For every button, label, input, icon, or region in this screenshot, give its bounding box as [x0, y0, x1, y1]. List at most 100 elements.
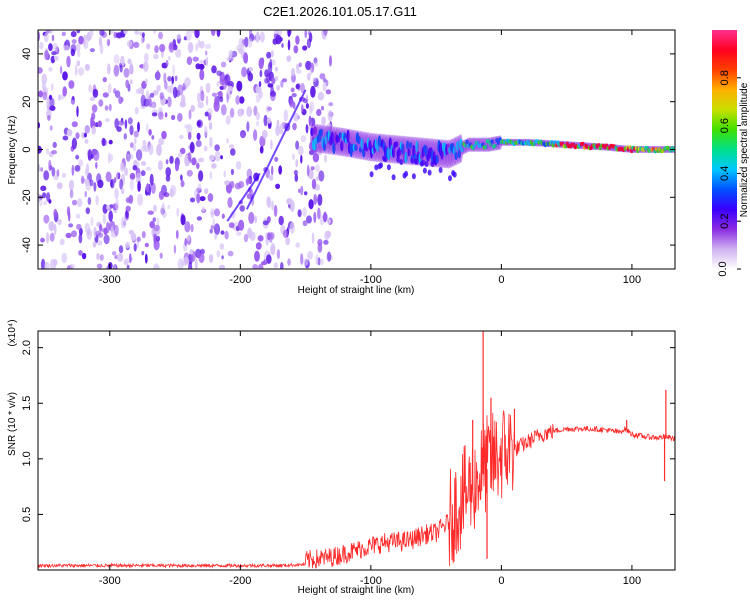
- noise-blob: [207, 193, 214, 202]
- noise-blob: [301, 104, 304, 113]
- noise-blob: [63, 45, 70, 51]
- noise-blob: [51, 150, 57, 155]
- noise-blob: [84, 168, 89, 177]
- y-tick-label: 20: [21, 96, 33, 108]
- noise-blob: [211, 92, 217, 97]
- noise-blob: [199, 196, 206, 202]
- noise-blob: [125, 241, 130, 249]
- noise-blob: [259, 135, 266, 148]
- noise-blob: [158, 31, 163, 40]
- noise-blob: [90, 216, 94, 227]
- noise-blob: [160, 205, 165, 216]
- noise-blob: [169, 155, 174, 164]
- trace-core: [435, 154, 439, 164]
- noise-blob: [184, 221, 191, 233]
- y-tick-label: -40: [21, 237, 33, 253]
- noise-blob: [247, 227, 253, 239]
- noise-blob: [199, 40, 205, 49]
- noise-blob: [210, 30, 216, 37]
- trace-core: [346, 129, 350, 144]
- noise-blob: [129, 178, 134, 191]
- noise-blob: [75, 43, 81, 52]
- noise-blob: [118, 120, 125, 126]
- noise-blob: [145, 166, 152, 171]
- noise-blob: [121, 187, 125, 195]
- noise-blob: [246, 121, 250, 132]
- noise-blob: [171, 75, 174, 85]
- noise-blob: [221, 213, 225, 219]
- noise-blob: [199, 69, 205, 81]
- noise-blob: [180, 179, 185, 188]
- noise-blob: [320, 105, 325, 111]
- noise-blob: [302, 220, 308, 227]
- noise-blob: [267, 216, 271, 223]
- noise-blob: [247, 72, 254, 82]
- noise-blob: [185, 30, 192, 41]
- noise-blob: [96, 240, 103, 246]
- noise-blob: [227, 85, 233, 92]
- noise-blob: [161, 130, 167, 140]
- noise-blob: [208, 122, 213, 130]
- noise-blob: [92, 88, 99, 98]
- noise-blob: [210, 211, 214, 216]
- noise-blob: [168, 41, 175, 53]
- noise-blob: [220, 104, 227, 116]
- noise-blob: [70, 48, 76, 57]
- noise-blob: [253, 172, 260, 182]
- noise-blob: [323, 211, 327, 223]
- noise-blob: [316, 108, 322, 117]
- noise-blob: [187, 152, 192, 162]
- noise-blob: [298, 188, 301, 193]
- noise-blob: [153, 263, 160, 269]
- noise-blob: [209, 171, 213, 180]
- noise-blob: [114, 188, 119, 200]
- noise-blob: [262, 220, 269, 226]
- noise-blob: [99, 254, 104, 261]
- noise-blob: [137, 193, 144, 206]
- noise-blob: [209, 154, 215, 161]
- noise-blob: [113, 64, 120, 77]
- trace-blob: [452, 171, 457, 178]
- noise-blob: [78, 159, 84, 168]
- noise-blob: [159, 92, 164, 100]
- colorbar-ticks: 0.0 0.2 0.4 0.6 0.8: [717, 70, 741, 277]
- snr-series-line: [38, 410, 675, 569]
- noise-blob: [62, 86, 67, 97]
- noise-blob: [78, 233, 83, 244]
- noise-blob: [49, 125, 53, 131]
- snr-plot-area: [38, 331, 675, 570]
- noise-blob: [144, 145, 150, 153]
- noise-blob: [158, 111, 164, 120]
- noise-blob: [326, 251, 332, 262]
- noise-blob: [156, 217, 160, 227]
- noise-blob: [219, 96, 224, 103]
- noise-blob: [91, 125, 96, 135]
- trace-blob: [410, 157, 415, 164]
- noise-blob: [40, 258, 46, 269]
- noise-blob: [53, 208, 58, 218]
- noise-blob: [313, 194, 318, 205]
- noise-blob: [270, 139, 273, 150]
- noise-blob: [285, 237, 291, 246]
- colorbar-tick-label: 0.8: [719, 70, 731, 85]
- noise-blob: [61, 252, 68, 264]
- noise-blob: [197, 92, 201, 103]
- noise-blob: [278, 165, 283, 175]
- trace-core: [360, 137, 364, 150]
- noise-blob: [44, 261, 50, 269]
- noise-blob: [235, 95, 241, 105]
- noise-blob: [153, 53, 159, 60]
- noise-blob: [325, 230, 332, 238]
- noise-blob: [315, 176, 319, 181]
- noise-blob: [189, 249, 194, 255]
- trace-blob: [374, 164, 379, 171]
- noise-blob: [98, 36, 103, 47]
- noise-blob: [269, 58, 273, 69]
- noise-blob: [313, 57, 318, 64]
- noise-blob: [80, 175, 85, 185]
- noise-blob: [99, 224, 103, 232]
- noise-blob: [287, 258, 291, 266]
- noise-blob: [56, 169, 60, 177]
- noise-blob: [151, 112, 158, 117]
- noise-blob: [327, 109, 333, 122]
